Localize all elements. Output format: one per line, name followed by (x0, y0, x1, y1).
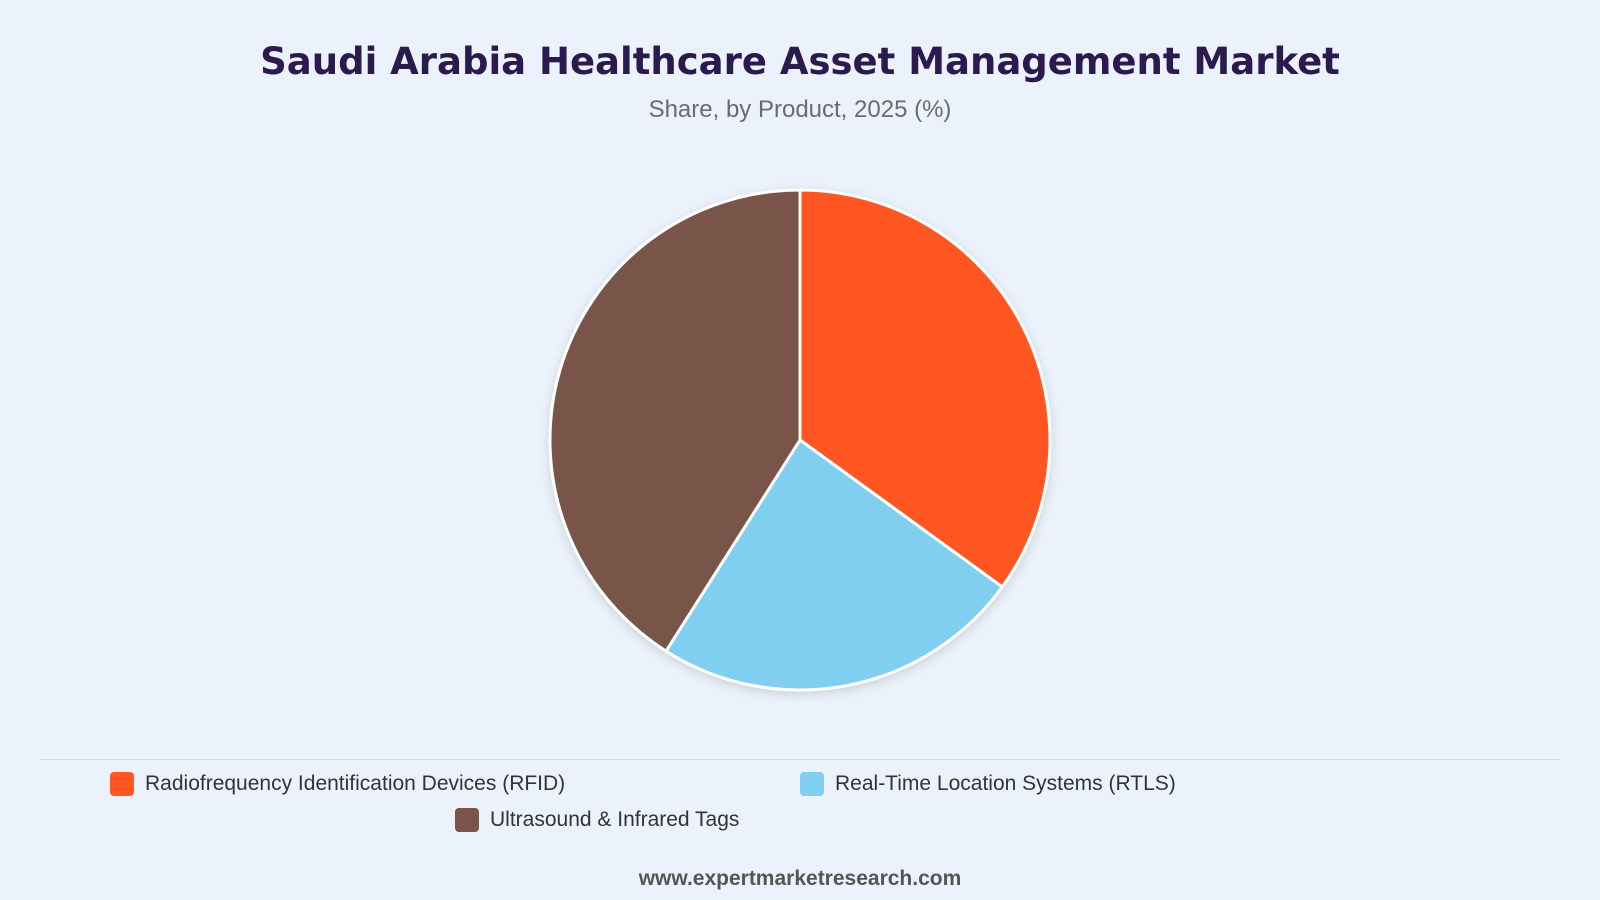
page-title: Saudi Arabia Healthcare Asset Management… (260, 40, 1340, 83)
legend-item-rtls[interactable]: Real-Time Location Systems (RTLS) (800, 772, 1176, 796)
source-url: www.expertmarketresearch.com (638, 867, 962, 890)
pie-chart (548, 188, 1052, 692)
pie-slices (548, 188, 1052, 692)
legend-divider (40, 759, 1560, 760)
pie-slice-ultrasound-infrared[interactable] (548, 188, 802, 653)
legend-swatch-rfid (110, 772, 134, 796)
legend-swatch-ultrasound-infrared (455, 808, 479, 832)
legend-label-rtls: Real-Time Location Systems (RTLS) (835, 772, 1176, 795)
page-subtitle: Share, by Product, 2025 (%) (648, 96, 952, 123)
pie-slice-rtls[interactable] (664, 438, 1004, 692)
legend-item-rfid[interactable]: Radiofrequency Identification Devices (R… (110, 772, 565, 796)
legend-label-rfid: Radiofrequency Identification Devices (R… (145, 772, 566, 795)
legend-swatch-rtls (800, 772, 824, 796)
pie-slice-rfid[interactable] (798, 188, 1052, 589)
legend-label-ultrasound-infrared: Ultrasound & Infrared Tags (490, 808, 740, 831)
legend-item-ultrasound-infrared[interactable]: Ultrasound & Infrared Tags (455, 808, 739, 832)
